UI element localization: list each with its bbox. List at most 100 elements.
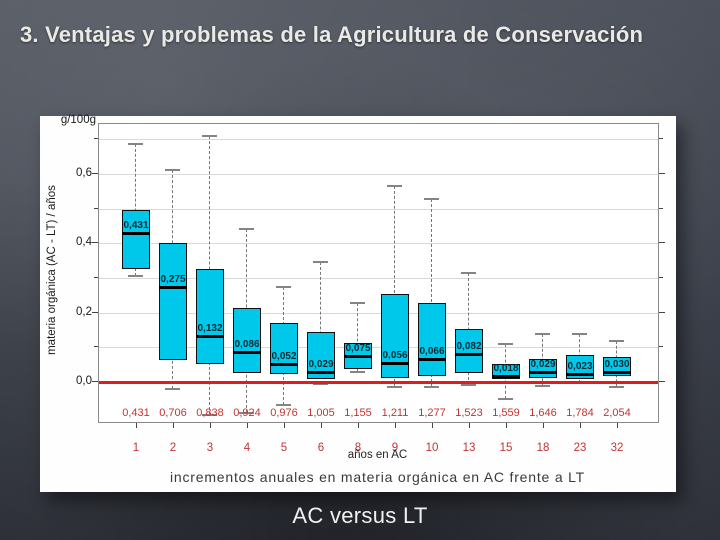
- whisker-cap-high: [165, 169, 180, 172]
- whisker-cap-high: [609, 340, 624, 343]
- gridline: [99, 347, 658, 349]
- box-plot-box: [196, 269, 224, 365]
- box-plot-box: [233, 307, 261, 374]
- x-tick: [617, 423, 618, 428]
- whisker-cap-low: [387, 385, 402, 388]
- box-plot-median: [122, 231, 150, 235]
- x-tick: [136, 423, 137, 428]
- zero-reference-line: [99, 381, 658, 385]
- whisker-line: [468, 273, 469, 385]
- x-tick-label: 1: [132, 442, 140, 454]
- box-plot-value-label: 0,018: [493, 362, 519, 374]
- x-tick: [469, 423, 470, 428]
- y-unit-label: g/100g: [60, 114, 96, 126]
- chart-panel: g/100g materia orgánica (AC - LT) / años…: [40, 114, 676, 492]
- whisker-cap-high: [202, 134, 217, 137]
- gridline: [99, 243, 658, 245]
- box-plot-median: [159, 285, 187, 289]
- x-tick: [543, 423, 544, 428]
- x-tick-label: 6: [317, 442, 325, 454]
- cumulative-value: 1,211: [381, 407, 409, 419]
- y-tick-major-right: [659, 172, 665, 174]
- whisker-cap-high: [424, 198, 439, 201]
- y-tick-minor: [94, 207, 98, 209]
- box-plot-median: [455, 352, 483, 356]
- box-plot-median: [270, 363, 298, 367]
- cumulative-value: 1,523: [455, 407, 483, 419]
- slide-title: 3. Ventajas y problemas de la Agricultur…: [20, 22, 644, 47]
- box-plot-value-label: 0,082: [456, 340, 482, 352]
- whisker-line: [357, 303, 358, 373]
- gridline: [99, 208, 658, 210]
- whisker-cap-low: [350, 371, 365, 374]
- y-tick-major-right: [659, 242, 665, 244]
- y-tick-minor-right: [659, 207, 663, 209]
- cumulative-value: 1,277: [418, 407, 446, 419]
- box-plot-value-label: 0,066: [419, 346, 445, 358]
- x-axis-title: años en AC: [347, 449, 408, 461]
- box-plot-box: [270, 323, 298, 375]
- whisker-cap-low: [498, 398, 513, 401]
- box-plot-box: [122, 210, 150, 270]
- y-tick-label: 0,0: [76, 375, 92, 388]
- x-tick-label: 2: [169, 442, 177, 454]
- box-plot-value-label: 0,075: [345, 343, 371, 355]
- y-tick-major-right: [659, 381, 665, 383]
- whisker-cap-high: [313, 261, 328, 264]
- x-tick-label: 23: [573, 442, 587, 454]
- x-tick-label: 15: [499, 442, 513, 454]
- cumulative-value: 0,924: [233, 407, 261, 419]
- x-tick-label: 4: [243, 442, 251, 454]
- whisker-cap-high: [387, 185, 402, 188]
- whisker-cap-low: [609, 385, 624, 388]
- cumulative-value: 1,155: [344, 407, 372, 419]
- whisker-cap-low: [424, 385, 439, 388]
- x-tick: [321, 423, 322, 428]
- box-plot-box: [159, 243, 187, 360]
- gridline: [99, 139, 658, 141]
- cumulative-value: 1,646: [529, 407, 557, 419]
- cumulative-value: 2,054: [603, 407, 631, 419]
- y-tick-major: [92, 242, 98, 244]
- y-tick-label: 0,4: [76, 236, 92, 249]
- x-tick-label: 5: [280, 442, 288, 454]
- y-tick-label: 0,6: [76, 166, 92, 179]
- y-tick-minor-right: [659, 138, 663, 140]
- x-tick: [358, 423, 359, 428]
- x-tick-label: 10: [425, 442, 439, 454]
- whisker-cap-low: [239, 412, 254, 415]
- box-plot-value-label: 0,030: [604, 358, 630, 370]
- box-plot-value-label: 0,052: [271, 351, 297, 363]
- x-tick: [173, 423, 174, 428]
- box-plot-value-label: 0,086: [234, 339, 260, 351]
- cumulative-value: 0,431: [122, 407, 150, 419]
- x-tick-label: 13: [462, 442, 476, 454]
- cumulative-value: 0,838: [196, 407, 224, 419]
- whisker-cap-high: [128, 143, 143, 146]
- whisker-line: [135, 144, 136, 277]
- box-plot-value-label: 0,132: [197, 323, 223, 335]
- box-plot-median: [603, 370, 631, 374]
- cumulative-value: 1,559: [492, 407, 520, 419]
- y-tick-major: [92, 381, 98, 383]
- y-tick-major: [92, 311, 98, 313]
- x-tick-label: 18: [536, 442, 550, 454]
- cumulative-value: 1,784: [566, 407, 594, 419]
- whisker-cap-low: [165, 388, 180, 391]
- whisker-cap-high: [572, 333, 587, 336]
- cumulative-value: 0,976: [270, 407, 298, 419]
- box-plot-median: [529, 371, 557, 375]
- box-plot-value-label: 0,056: [382, 349, 408, 361]
- chart-caption: incrementos anuales en materia orgánica …: [170, 469, 585, 485]
- whisker-cap-high: [239, 228, 254, 231]
- x-tick: [210, 423, 211, 428]
- y-tick-minor: [94, 277, 98, 279]
- y-tick-major: [92, 172, 98, 174]
- box-plot-box: [418, 303, 446, 377]
- y-tick-label: 0,2: [76, 305, 92, 318]
- y-axis-title: materia orgánica (AC - LT) / años: [46, 185, 58, 355]
- whisker-cap-high: [498, 342, 513, 345]
- whisker-cap-low: [535, 385, 550, 388]
- box-plot-median: [381, 361, 409, 365]
